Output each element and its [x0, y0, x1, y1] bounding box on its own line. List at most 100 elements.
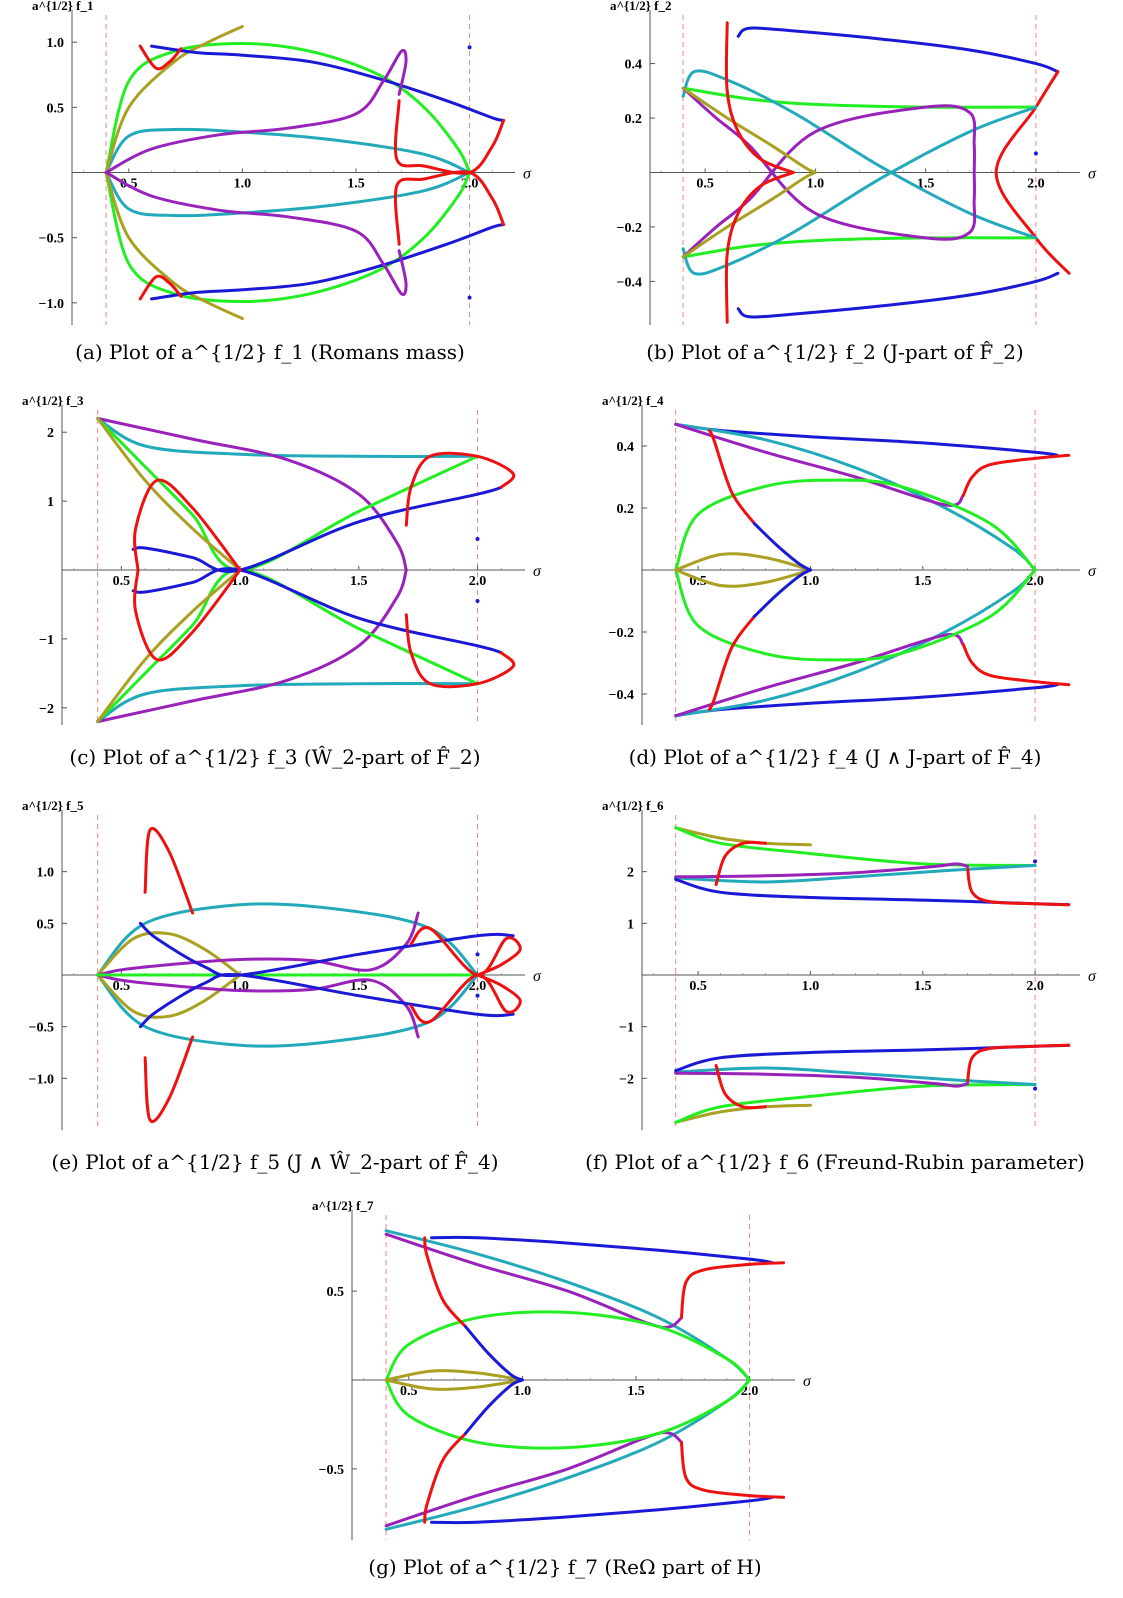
series-c-2-green-mirror: [96, 568, 479, 724]
series-f-6-red-mirror: [714, 1063, 767, 1110]
plot-c-svg: 0.5 1.0 1.5 2.021−1−2a^{1/2} f_3σ: [22, 393, 542, 725]
series-g-4-green-mirror: [384, 1378, 752, 1450]
series-c-4-blue-mirror: [131, 567, 503, 655]
series-a-3-blue-mirror: [150, 223, 506, 301]
y-tick-label: −1.0: [39, 297, 64, 312]
plot-panel-g: 0.5 1.0 1.5 2.0 0.5 −0.5 a^{1/2} f_7 σ (g) Plot…: [290, 1195, 840, 1595]
y-axis-label: a^{1/2} f_2: [610, 0, 672, 13]
series-b-5-olive: [681, 86, 817, 174]
data-point-e-0: [475, 952, 480, 957]
series-a-6-red-mirror: [138, 274, 183, 301]
plot-b-svg: 0.5 1.0 1.5 2.00.40.2−0.2−0.4a^{1/2} f_2σ: [610, 0, 1097, 325]
series-b-5-olive-mirror: [681, 171, 817, 259]
series-b-4-purple-mirror: [681, 104, 977, 259]
series-f-6-red: [714, 840, 767, 887]
series-c-3-olive: [96, 416, 242, 572]
plot-panel-a: 0.5 1.0 1.5 2.0 1.0 0.5 −0.5 −1.0 a^{1/2} f_1 σ (…: [10, 0, 532, 380]
y-tick-label: 1: [47, 495, 54, 510]
series-g-6-red: [423, 1236, 468, 1329]
x-axis-label: σ: [1088, 563, 1097, 580]
y-tick-label: −0.5: [29, 1021, 54, 1036]
plot-d-svg: 0.5 1.0 1.5 2.00.40.2−0.2−0.4a^{1/2} f_4σ: [602, 393, 1097, 725]
series-g-7-blue: [464, 1325, 524, 1382]
caption-b: (b) Plot of a^{1/2} f_2 (J-part of F̂_2): [646, 340, 1024, 364]
x-tick-label: 2.0: [469, 574, 487, 589]
series-g-3-red-mirror: [679, 1440, 786, 1499]
y-tick-label: −1.0: [29, 1072, 54, 1087]
series-f-4-blue: [674, 877, 1071, 907]
series-e-0-teal-mirror: [96, 973, 479, 1048]
y-tick-label: −0.4: [609, 688, 634, 703]
series-g-6-red-mirror: [423, 1431, 468, 1524]
x-tick-label: 1.5: [914, 979, 932, 994]
x-tick-label: 0.5: [696, 177, 714, 192]
series-d-6-red: [707, 429, 756, 525]
series-g-0-blue: [430, 1235, 774, 1265]
x-tick-label: 0.5: [113, 979, 131, 994]
y-axis-label: a^{1/2} f_6: [602, 798, 664, 813]
y-tick-label: 0.4: [617, 440, 635, 455]
series-f-0-olive: [674, 826, 812, 847]
series-f-5-red-mirror: [966, 1043, 1071, 1083]
x-tick-label: 2.0: [1027, 177, 1045, 192]
series-a-5-red-mirror: [393, 170, 506, 246]
series-b-3-teal-mirror: [681, 105, 1038, 276]
data-point-f-0: [1033, 859, 1038, 864]
plot-panel-c: 0.5 1.0 1.5 2.0 2 1 −1 −2 a^{1/2} f_3 σ (c) Plot …: [10, 390, 542, 790]
y-tick-label: −2: [39, 702, 54, 717]
series-g-0-blue-mirror: [430, 1495, 774, 1525]
series-e-4-blue: [138, 921, 515, 977]
series-c-6-red: [404, 451, 516, 527]
y-tick-label: 0.5: [47, 101, 65, 116]
series-d-5-olive-mirror: [674, 568, 812, 588]
x-tick-label: 1.0: [807, 177, 825, 192]
y-tick-label: −0.5: [319, 1463, 344, 1478]
caption-d: (d) Plot of a^{1/2} f_4 (J ∧ J-part of F…: [628, 745, 1042, 769]
y-tick-label: 0.5: [37, 917, 55, 932]
x-axis-label: σ: [1088, 166, 1097, 183]
series-a-5-red: [393, 99, 506, 175]
series-g-3-red: [679, 1261, 786, 1320]
x-tick-label: 1.0: [234, 177, 252, 192]
series-f-3-purple: [674, 862, 970, 879]
x-tick-label: 2.0: [1026, 979, 1044, 994]
series-g-2-purple-mirror: [384, 1430, 683, 1528]
series-b-2-green-mirror: [681, 236, 1038, 259]
series-c-4-blue: [131, 485, 503, 573]
y-tick-label: 1.0: [37, 866, 55, 881]
plot-g-svg: 0.5 1.0 1.5 2.0 0.5 −0.5 a^{1/2} f_7 σ: [312, 1198, 812, 1540]
series-b-2-green: [681, 86, 1038, 109]
x-tick-label: 1.0: [802, 574, 820, 589]
x-tick-label: 1.5: [914, 574, 932, 589]
y-tick-label: −0.2: [617, 221, 642, 236]
series-f-5-red: [966, 867, 1071, 907]
data-point-a-0: [467, 45, 472, 50]
y-axis-label: a^{1/2} f_4: [602, 393, 664, 408]
data-point-c-0: [475, 537, 480, 541]
series-e-5-red: [143, 827, 195, 915]
series-d-1-teal: [674, 422, 1037, 572]
y-tick-label: −0.5: [39, 232, 64, 247]
y-tick-label: 0.4: [625, 58, 643, 73]
series-d-3-red: [961, 453, 1071, 498]
series-d-0-blue: [674, 422, 1059, 457]
series-d-6-red-mirror: [707, 615, 756, 711]
series-a-2-olive-mirror: [104, 171, 244, 320]
x-tick-label: 1.0: [514, 1384, 532, 1399]
y-tick-label: 2: [47, 426, 54, 441]
series-c-3-olive-mirror: [96, 568, 242, 724]
series-c-1-purple: [96, 416, 408, 572]
series-d-5-olive: [674, 552, 812, 572]
x-tick-label: 0.5: [400, 1384, 418, 1399]
x-tick-label: 0.5: [689, 979, 707, 994]
series-d-0-blue-mirror: [674, 683, 1059, 718]
series-f-3-purple-mirror: [674, 1071, 970, 1088]
series-d-1-teal-mirror: [674, 568, 1037, 718]
x-axis-label: σ: [533, 563, 542, 580]
series-f-1-green: [674, 826, 1037, 867]
y-tick-label: −0.2: [609, 626, 634, 641]
series-f-2-teal-mirror: [674, 1066, 1037, 1086]
x-tick-label: 2.0: [469, 979, 487, 994]
x-tick-label: 1.5: [627, 1384, 645, 1399]
series-a-6-red: [138, 44, 183, 71]
